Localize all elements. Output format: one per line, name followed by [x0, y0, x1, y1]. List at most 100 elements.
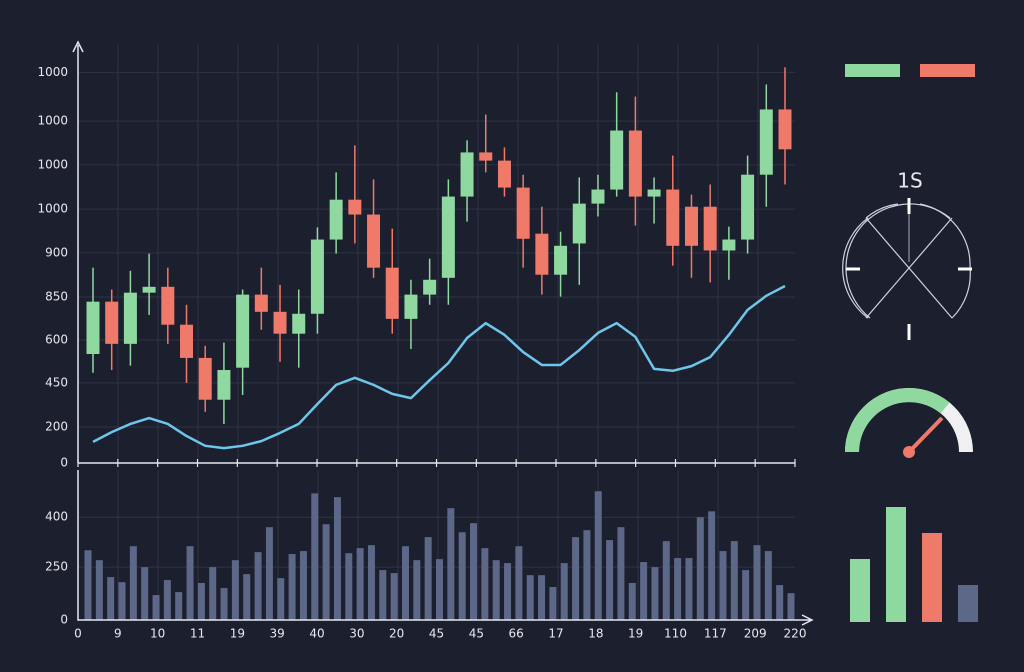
- x-tick-label: 17: [548, 627, 563, 641]
- volume-bar: [447, 508, 455, 620]
- price-y-axis: [72, 40, 84, 463]
- candle-body: [273, 311, 287, 334]
- volume-bar: [685, 558, 693, 620]
- y-tick-label: 250: [45, 560, 68, 574]
- x-tick-label: 66: [509, 627, 524, 641]
- volume-bar: [254, 552, 262, 620]
- x-tick-label: 45: [429, 627, 444, 641]
- candle-body: [385, 267, 399, 319]
- volume-bar: [265, 527, 273, 620]
- y-tick-label: 1000: [37, 114, 68, 128]
- y-tick-label: 600: [45, 332, 68, 346]
- y-tick-label: 0: [60, 456, 68, 470]
- candle-body: [105, 301, 119, 344]
- volume-bar: [231, 560, 239, 620]
- candle-body: [404, 294, 418, 319]
- candle-body: [703, 206, 717, 251]
- x-tick-label: 19: [628, 627, 643, 641]
- volume-bar: [640, 562, 648, 620]
- volume-bar: [470, 523, 478, 620]
- candle-body: [759, 109, 773, 175]
- volume-bar: [515, 546, 523, 620]
- x-tick-label: 220: [784, 627, 807, 641]
- volume-bar: [152, 595, 160, 620]
- x-tick-label: 45: [469, 627, 484, 641]
- legend-swatch: [920, 64, 975, 77]
- candle-body: [684, 206, 698, 246]
- volume-bar: [367, 545, 375, 620]
- volume-bar: [129, 546, 137, 620]
- x-tick-label: 0: [74, 627, 82, 641]
- y-tick-label: 1000: [37, 157, 68, 171]
- candle-body: [123, 292, 137, 344]
- legend-swatch: [845, 64, 900, 77]
- candle-body: [516, 187, 530, 239]
- x-tick-label: 39: [270, 627, 285, 641]
- mini-bars: [850, 507, 978, 622]
- x-tick-label: 18: [588, 627, 603, 641]
- x-tick-label: 9: [114, 627, 122, 641]
- volume-bar: [481, 548, 489, 620]
- candle-body: [292, 313, 306, 334]
- volume-bar: [333, 497, 341, 620]
- candle-body: [310, 239, 324, 314]
- candle-body: [198, 357, 212, 400]
- plot: [84, 67, 795, 620]
- x-tick-label: 11: [190, 627, 205, 641]
- gauge: [845, 388, 973, 458]
- volume-bar: [662, 541, 670, 620]
- volume-bar: [288, 554, 296, 620]
- candle-body: [628, 130, 642, 197]
- y-tick-label: 850: [45, 289, 68, 303]
- x-tick-label: 10: [150, 627, 165, 641]
- candle-body: [666, 189, 680, 246]
- volume-bar: [95, 560, 103, 620]
- candle-body: [460, 152, 474, 197]
- candle-body: [254, 294, 268, 312]
- y-tick-label: 450: [45, 375, 68, 389]
- volume-bar: [787, 593, 795, 620]
- volume-bar: [322, 524, 330, 620]
- candle-body: [180, 324, 194, 358]
- candle-body: [142, 286, 156, 293]
- volume-bar: [243, 574, 251, 620]
- y-tick-label: 400: [45, 510, 68, 524]
- volume-bar: [776, 585, 784, 620]
- volume-bar: [549, 587, 557, 620]
- volume-bar: [141, 567, 149, 620]
- dial: [842, 198, 972, 340]
- y-tick-label: 900: [45, 245, 68, 259]
- volume-bar: [163, 580, 171, 620]
- volume-bar: [277, 578, 285, 620]
- volume-bar: [742, 570, 750, 620]
- candle-body: [778, 109, 792, 150]
- x-tick-label: 209: [744, 627, 767, 641]
- candle-body: [479, 152, 493, 161]
- volume-bar: [538, 575, 546, 620]
- volume-bar: [436, 559, 443, 620]
- volume-axes: [77, 470, 814, 626]
- candle-body: [423, 279, 437, 295]
- x-tick-label: 40: [309, 627, 324, 641]
- volume-bar: [345, 553, 353, 620]
- volume-bar: [107, 577, 115, 620]
- candle-body: [86, 301, 100, 355]
- candle-body: [497, 160, 511, 188]
- volume-bar: [764, 551, 772, 620]
- x-tick-label: 110: [664, 627, 687, 641]
- x-tick-label: 30: [349, 627, 364, 641]
- volume-bar: [708, 511, 716, 620]
- volume-bar: [118, 582, 126, 620]
- candle-body: [329, 199, 343, 240]
- volume-bar: [583, 530, 591, 620]
- volume-bar: [594, 491, 602, 620]
- candle-body: [591, 189, 605, 204]
- timer-label: 1S: [897, 169, 922, 193]
- candle-body: [741, 174, 755, 240]
- volume-bar: [390, 573, 398, 620]
- volume-bar: [572, 537, 580, 620]
